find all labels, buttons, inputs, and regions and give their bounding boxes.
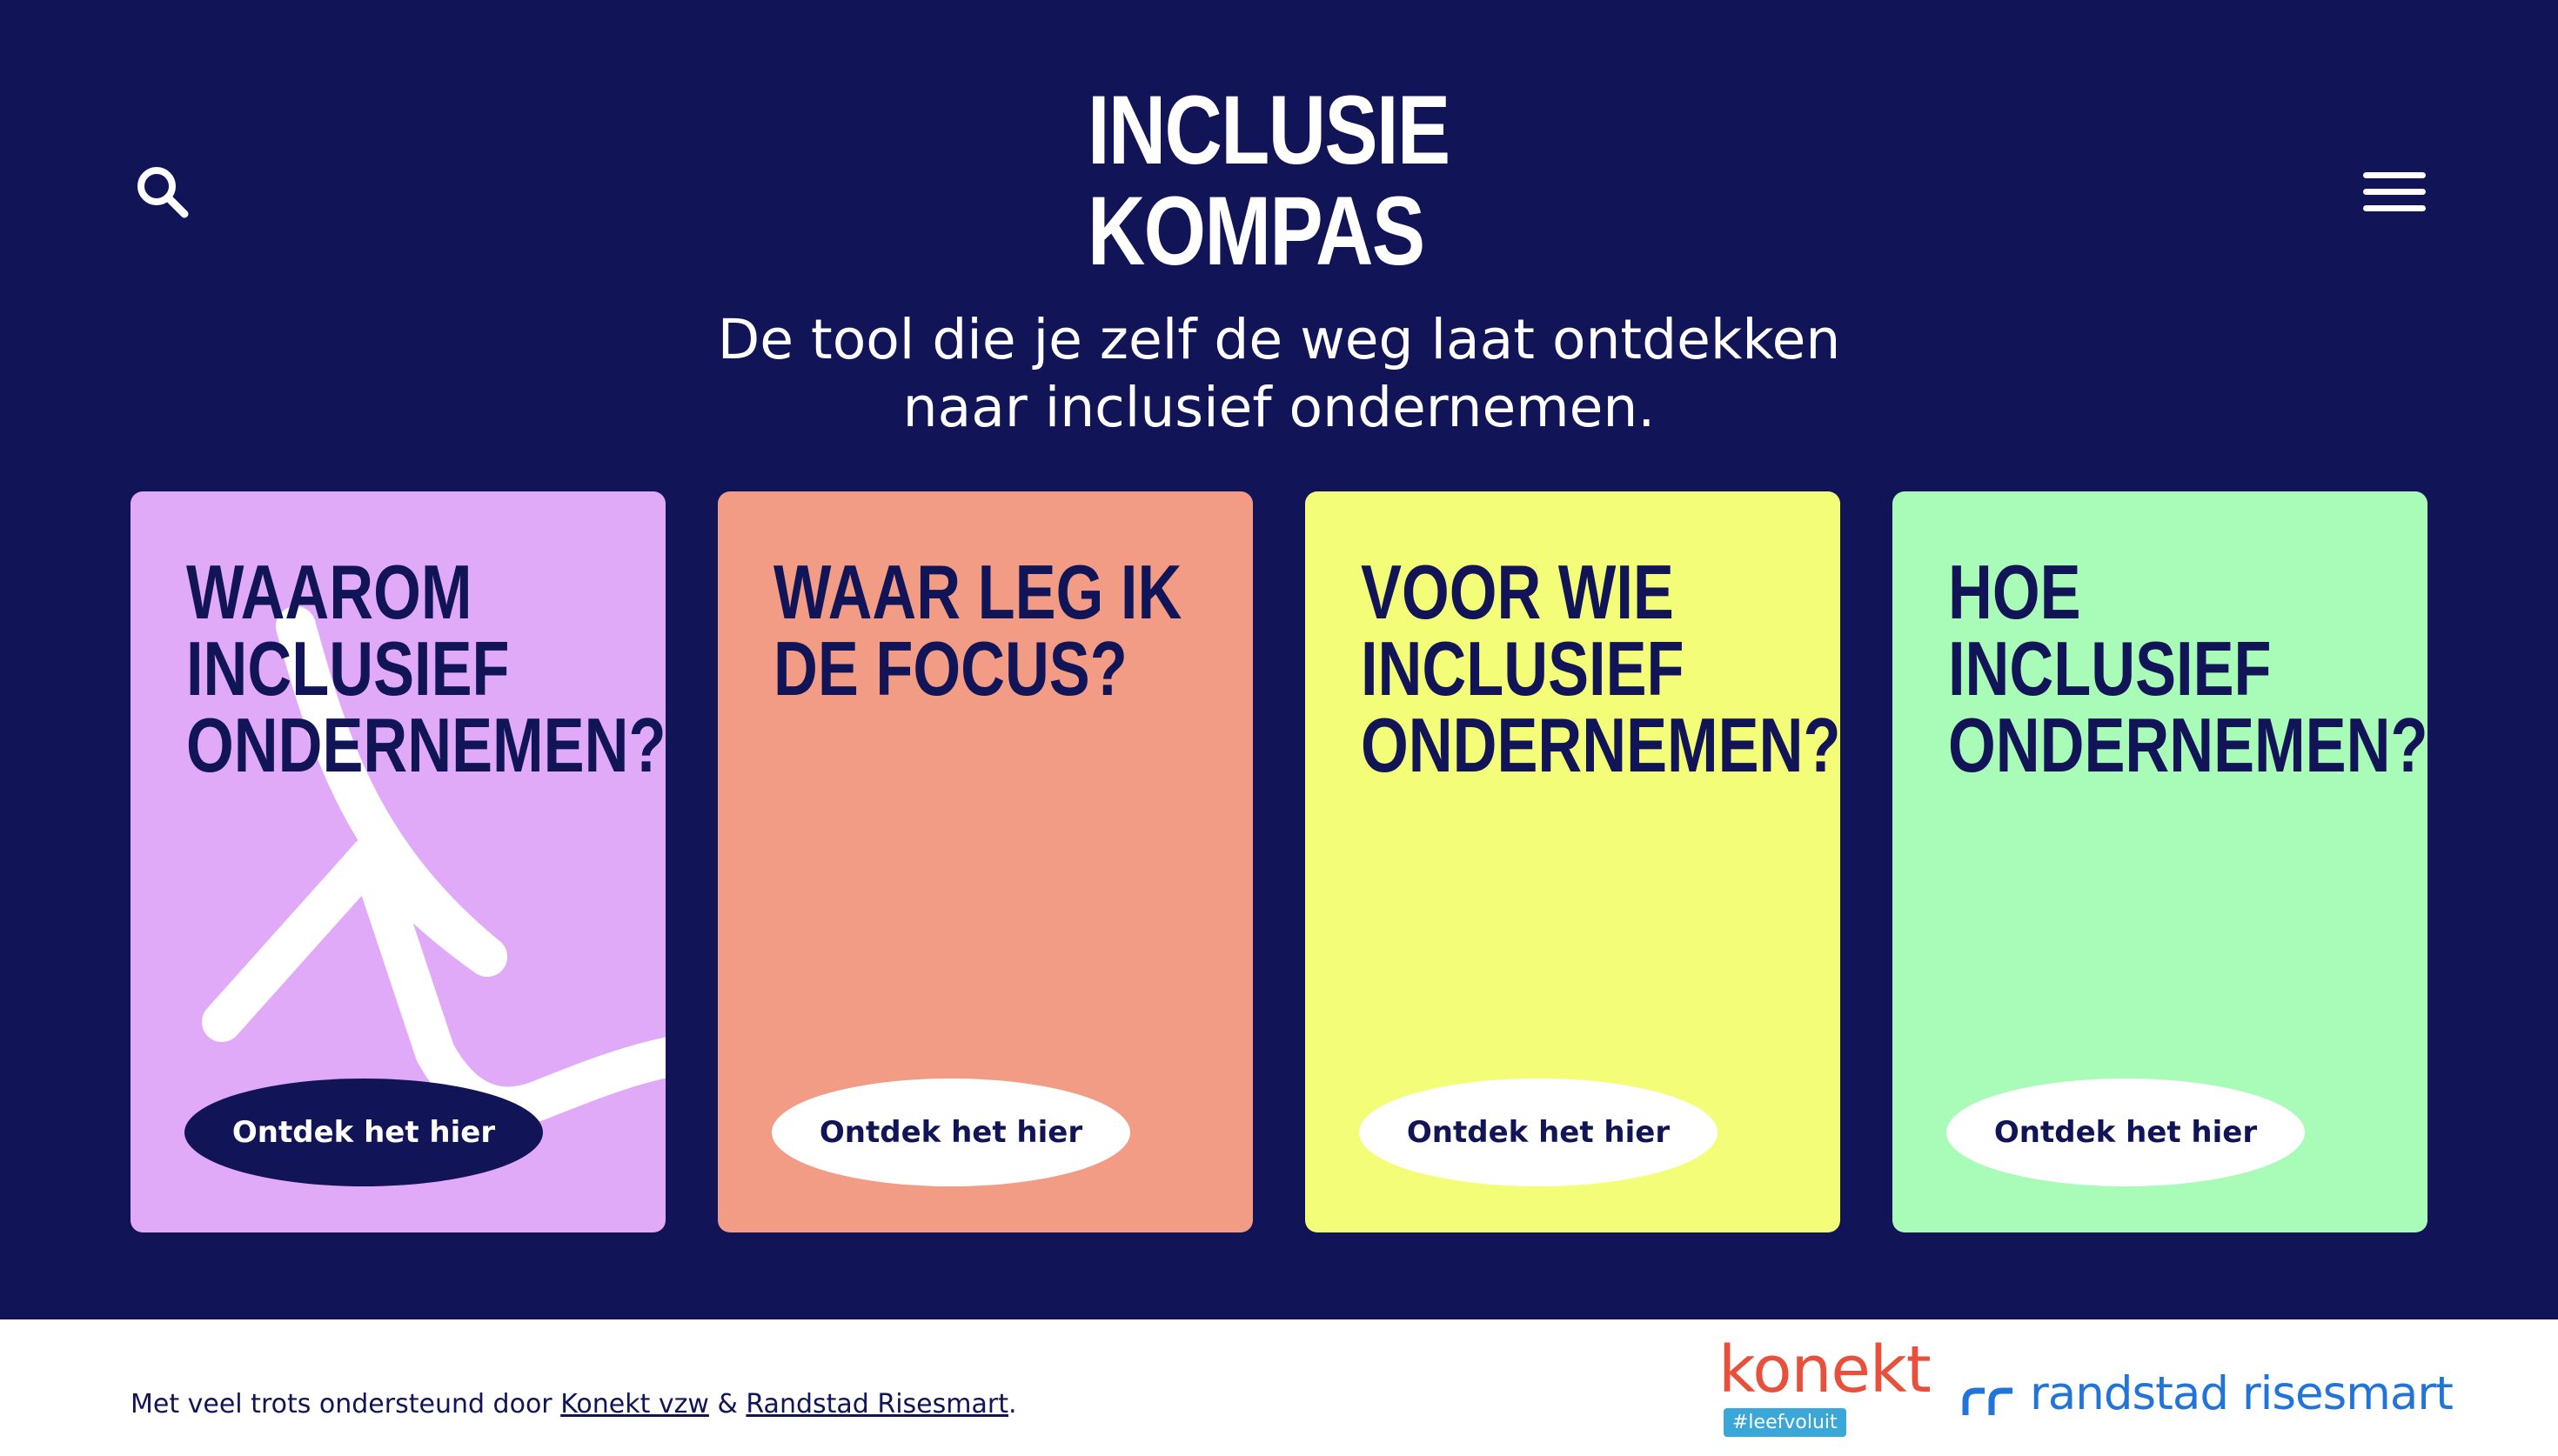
randstad-logo[interactable]: randstad risesmart	[1962, 1363, 2454, 1433]
card-hoe[interactable]: HOE INCLUSIEF ONDERNEMEN? Ontdek het hie…	[1892, 491, 2427, 1232]
card-voor-wie[interactable]: VOOR WIE INCLUSIEF ONDERNEMEN? Ontdek he…	[1305, 491, 1840, 1232]
search-icon	[137, 167, 189, 218]
ontdek-button[interactable]: Ontdek het hier	[1359, 1079, 1718, 1186]
konekt-wordmark: konekt	[1718, 1332, 1932, 1407]
randstad-link[interactable]: Randstad Risesmart	[746, 1389, 1008, 1419]
konekt-logo[interactable]: konekt #leefvoluit	[1718, 1335, 1936, 1448]
ontdek-button[interactable]: Ontdek het hier	[1946, 1079, 2305, 1186]
card-title: WAAROM INCLUSIEF ONDERNEMEN?	[186, 549, 666, 788]
search-button[interactable]	[131, 160, 197, 226]
footer: Met veel trots ondersteund door Konekt v…	[0, 1319, 2558, 1456]
hamburger-menu-icon	[2363, 172, 2426, 211]
ontdek-button[interactable]: Ontdek het hier	[772, 1079, 1130, 1186]
konekt-hashtag: #leefvoluit	[1724, 1408, 1846, 1437]
ontdek-button[interactable]: Ontdek het hier	[184, 1079, 543, 1186]
card-title: VOOR WIE INCLUSIEF ONDERNEMEN?	[1361, 549, 1840, 788]
card-title: WAAR LEG IK DE FOCUS?	[773, 549, 1182, 711]
tagline-line-2: naar inclusief ondernemen.	[902, 376, 1656, 439]
card-title: HOE INCLUSIEF ONDERNEMEN?	[1948, 549, 2427, 788]
tagline: De tool die je zelf de weg laat ontdekke…	[496, 306, 2062, 442]
card-focus[interactable]: WAAR LEG IK DE FOCUS? Ontdek het hier	[718, 491, 1253, 1232]
footer-text-before: Met veel trots ondersteund door	[131, 1389, 561, 1419]
inclusie-kompas-logo[interactable]: INCLUSIE KOMPAS	[1088, 80, 1470, 297]
footer-credits: Met veel trots ondersteund door Konekt v…	[131, 1387, 1017, 1422]
logo-line-1: INCLUSIE	[1088, 76, 1450, 184]
card-waarom[interactable]: WAAROM INCLUSIEF ONDERNEMEN? Ontdek het …	[131, 491, 666, 1232]
logo-line-2: KOMPAS	[1088, 177, 1425, 285]
tagline-line-1: De tool die je zelf de weg laat ontdekke…	[717, 308, 1841, 371]
compass-arrow-swirl	[202, 606, 666, 1127]
konekt-link[interactable]: Konekt vzw	[560, 1389, 709, 1419]
randstad-mark-icon	[1962, 1387, 2012, 1415]
randstad-wordmark: randstad risesmart	[2030, 1367, 2454, 1420]
hero-section: INCLUSIE KOMPAS De tool die je zelf de w…	[131, 80, 2427, 1232]
footer-text-after: .	[1008, 1389, 1017, 1419]
footer-text-between: &	[708, 1389, 747, 1419]
menu-button[interactable]	[2361, 167, 2427, 217]
